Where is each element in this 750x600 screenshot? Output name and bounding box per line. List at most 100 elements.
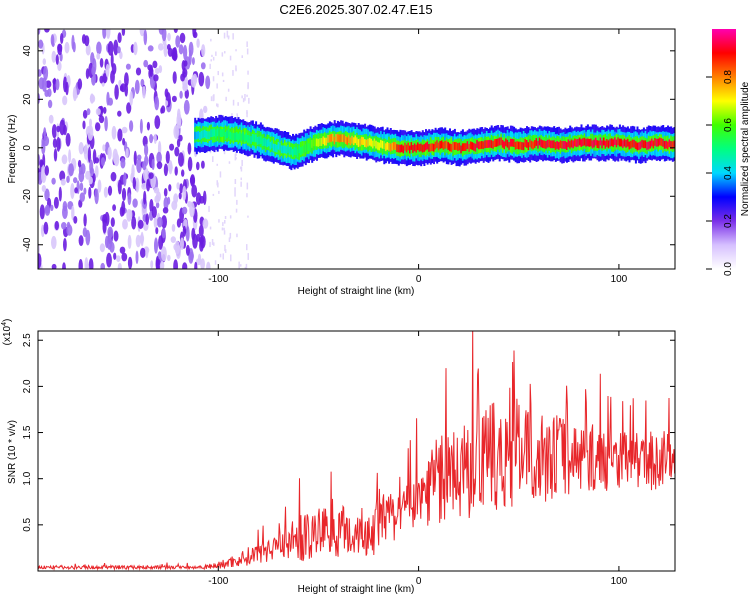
- noise-blob: [151, 206, 157, 219]
- ridge-cell: [514, 141, 517, 150]
- noise-blob: [95, 122, 101, 132]
- ridge-cell: [376, 141, 379, 150]
- ridge-cell: [445, 140, 448, 149]
- noise-blob: [62, 262, 66, 269]
- ridge-cell: [639, 141, 642, 150]
- noise-blob: [43, 135, 50, 147]
- noise-blob: [196, 161, 200, 171]
- ridge-cell: [348, 135, 351, 143]
- ridge-cell: [550, 140, 552, 149]
- ridge-cell: [420, 143, 423, 152]
- ridge-cell: [328, 134, 331, 143]
- ridge-cell: [583, 137, 586, 146]
- colorbar-label: Normalized spectral amplitude: [740, 81, 750, 216]
- noise-blob: [185, 244, 190, 256]
- noise-speck: [212, 76, 215, 82]
- noise-speck: [248, 97, 250, 104]
- noise-blob: [155, 201, 160, 209]
- noise-speck: [218, 219, 220, 223]
- ridge-cell: [341, 134, 344, 143]
- noise-blob: [56, 125, 61, 133]
- ridge-cell: [239, 131, 242, 140]
- noise-blob: [131, 164, 135, 179]
- noise-blob: [73, 216, 78, 224]
- noise-speck: [246, 94, 248, 97]
- noise-speck: [224, 220, 226, 224]
- ridge-cell: [458, 142, 461, 151]
- noise-blob: [47, 99, 53, 109]
- ridge-cell: [604, 140, 607, 149]
- noise-blob: [103, 186, 108, 198]
- noise-blob: [125, 148, 129, 158]
- ridge-cell: [668, 139, 671, 148]
- ridge-cell: [413, 143, 416, 152]
- noise-blob: [119, 85, 124, 92]
- ridge-cell: [588, 139, 591, 147]
- snr-panel: -100 0 100 0.5 1.0 1.5 2.0 2.5 Height of strai…: [1, 319, 676, 595]
- noise-blob: [154, 115, 161, 129]
- noise-blob: [59, 119, 66, 136]
- noise-blob: [117, 32, 122, 44]
- ridge-cell: [343, 134, 346, 143]
- noise-blob: [107, 226, 114, 239]
- ridge-cell: [662, 138, 665, 147]
- spectrogram-panel: -100 0 100 -40 -20 0 20 40 Height of straight …: [7, 28, 676, 297]
- ridge-cell: [304, 144, 307, 153]
- snr-x-ticks: -100 0 100: [208, 331, 628, 587]
- noise-blob: [146, 121, 150, 131]
- ridge-cell: [532, 141, 535, 150]
- ridge-cell: [485, 140, 488, 148]
- ridge-cell: [197, 130, 200, 139]
- ridge-cell: [642, 140, 645, 149]
- noise-speck: [235, 151, 237, 156]
- ridge-cell: [444, 141, 447, 149]
- ridge-cell: [290, 147, 293, 155]
- y-tick-label: 1.5: [22, 425, 33, 439]
- ridge-cell: [202, 130, 205, 139]
- noise-blob: [156, 151, 162, 164]
- noise-blob: [206, 261, 211, 269]
- ridge-cell: [455, 142, 458, 150]
- noise-speck: [236, 199, 238, 205]
- ridge-cell: [474, 143, 477, 152]
- noise-blob: [154, 195, 160, 204]
- noise-blob: [182, 262, 188, 269]
- ridge-cell: [487, 140, 490, 148]
- noise-speck: [216, 83, 218, 89]
- noise-blob: [105, 29, 111, 39]
- ridge-cell: [399, 144, 402, 153]
- noise-blob: [132, 177, 136, 190]
- noise-blob: [113, 252, 117, 260]
- y-tick-label: -20: [22, 189, 33, 204]
- ridge-cell: [277, 141, 280, 150]
- colorbar-tick-label: 0.0: [723, 262, 734, 276]
- noise-blob: [106, 91, 110, 106]
- noise-blob: [190, 174, 196, 187]
- ridge-cell: [596, 140, 599, 148]
- ridge-cell: [617, 137, 620, 146]
- noise-blob: [44, 165, 49, 176]
- noise-blob: [96, 41, 102, 55]
- ridge-cell: [243, 134, 246, 143]
- noise-speck: [214, 260, 217, 265]
- noise-speck: [230, 254, 232, 262]
- noise-blob: [187, 142, 192, 155]
- ridge-cell: [309, 139, 312, 148]
- ridge-cell: [370, 138, 373, 147]
- ridge-cell: [476, 140, 479, 148]
- noise-blob: [88, 186, 92, 199]
- ridge-cell: [256, 137, 259, 145]
- ridge-cell: [436, 140, 439, 149]
- spectrogram-x-ticks: -100 0 100: [208, 29, 628, 285]
- noise-blob: [205, 75, 211, 90]
- ridge-cell: [223, 128, 226, 137]
- noise-blob: [191, 184, 198, 198]
- ridge-cell: [484, 140, 487, 149]
- ridge-cell: [602, 137, 605, 146]
- noise-blob: [163, 163, 168, 177]
- noise-blob: [122, 137, 126, 146]
- ridge-cell: [354, 135, 357, 144]
- ridge-cell: [450, 144, 453, 152]
- noise-speck: [212, 56, 215, 61]
